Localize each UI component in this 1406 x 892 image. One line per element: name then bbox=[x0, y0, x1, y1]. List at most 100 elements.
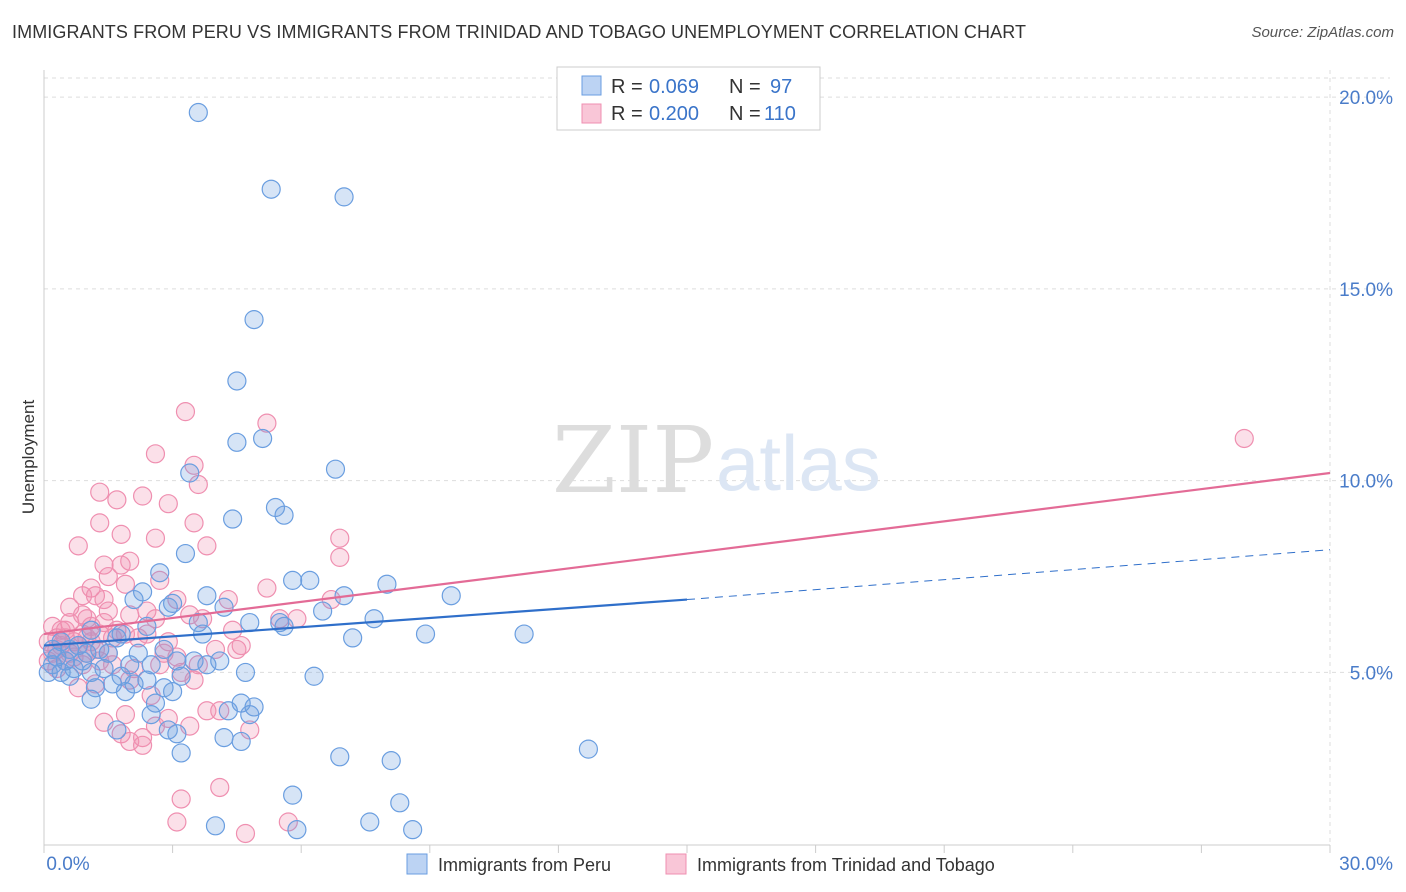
point-peru bbox=[137, 670, 157, 690]
point-peru bbox=[167, 651, 187, 671]
point-peru bbox=[128, 643, 148, 663]
legend-r-label-tt: R = bbox=[611, 103, 643, 125]
point-trinidad-tobago bbox=[330, 547, 350, 567]
bottom-legend: Immigrants from Peru Immigrants from Tri… bbox=[406, 853, 995, 875]
point-peru bbox=[403, 820, 423, 840]
point-peru bbox=[214, 597, 234, 617]
point-peru bbox=[235, 662, 256, 683]
point-peru bbox=[334, 187, 354, 207]
point-peru bbox=[223, 509, 243, 529]
point-peru bbox=[261, 179, 281, 199]
point-peru bbox=[218, 701, 238, 721]
point-trinidad-tobago bbox=[1234, 428, 1254, 449]
point-trinidad-tobago bbox=[98, 601, 118, 621]
legend-n-value-peru: 97 bbox=[770, 76, 792, 98]
point-peru bbox=[390, 793, 410, 813]
point-peru bbox=[313, 601, 333, 621]
point-peru bbox=[124, 589, 144, 610]
point-trinidad-tobago bbox=[115, 574, 136, 594]
point-trinidad-tobago bbox=[171, 789, 191, 809]
point-peru bbox=[578, 739, 599, 759]
point-trinidad-tobago bbox=[94, 555, 114, 575]
point-peru bbox=[330, 747, 350, 767]
point-trinidad-tobago bbox=[132, 486, 153, 506]
point-peru bbox=[227, 371, 247, 391]
watermark: ZIP atlas bbox=[552, 407, 881, 514]
y-tick-labels: 5.0% 10.0% 15.0% 20.0% bbox=[1339, 88, 1393, 684]
point-trinidad-tobago bbox=[235, 823, 256, 844]
point-peru bbox=[85, 678, 106, 698]
point-peru bbox=[227, 432, 247, 452]
point-peru bbox=[107, 628, 127, 648]
point-peru bbox=[287, 820, 307, 840]
point-trinidad-tobago bbox=[210, 777, 230, 798]
chart-title: IMMIGRANTS FROM PERU VS IMMIGRANTS FROM … bbox=[12, 22, 1027, 42]
legend-swatch-peru bbox=[581, 75, 602, 96]
legend-n-label-peru: N = bbox=[729, 76, 761, 98]
chart-source: Source: ZipAtlas.com bbox=[1251, 24, 1394, 41]
point-trinidad-tobago bbox=[107, 490, 127, 510]
point-peru bbox=[141, 705, 161, 725]
x-tick-label-max: 30.0% bbox=[1339, 854, 1393, 875]
point-trinidad-tobago bbox=[158, 494, 178, 514]
legend-r-value-tt: 0.200 bbox=[649, 103, 699, 125]
watermark-atlas: atlas bbox=[716, 419, 881, 507]
legend-n-value-tt: 110 bbox=[764, 103, 796, 125]
point-trinidad-tobago bbox=[145, 444, 166, 464]
point-peru bbox=[154, 639, 174, 660]
point-trinidad-tobago bbox=[330, 528, 350, 548]
point-peru bbox=[175, 543, 196, 564]
legend-r-label-peru: R = bbox=[611, 76, 643, 98]
point-peru bbox=[171, 666, 191, 686]
point-peru bbox=[244, 310, 264, 330]
point-peru bbox=[240, 705, 260, 725]
point-trinidad-tobago bbox=[167, 812, 187, 832]
point-peru bbox=[274, 505, 294, 525]
trend-line-peru bbox=[43, 598, 688, 647]
point-trinidad-tobago bbox=[111, 555, 131, 575]
point-trinidad-tobago bbox=[145, 716, 166, 736]
y-axis-label: Unemployment bbox=[19, 400, 38, 515]
bottom-legend-label-tt: Immigrants from Trinidad and Tobago bbox=[697, 855, 995, 875]
point-trinidad-tobago bbox=[197, 536, 217, 556]
legend-swatch-tt bbox=[581, 103, 602, 124]
point-trinidad-tobago bbox=[184, 513, 204, 533]
point-trinidad-tobago bbox=[150, 570, 170, 590]
point-trinidad-tobago bbox=[94, 589, 114, 610]
point-peru bbox=[381, 751, 401, 771]
point-trinidad-tobago bbox=[115, 705, 136, 725]
point-trinidad-tobago bbox=[132, 728, 153, 748]
point-peru bbox=[141, 655, 161, 675]
point-trinidad-tobago bbox=[175, 402, 196, 422]
point-trinidad-tobago bbox=[227, 639, 247, 660]
trend-line-trinidad-tobago bbox=[43, 471, 1331, 636]
point-peru bbox=[197, 586, 217, 606]
point-trinidad-tobago bbox=[205, 639, 226, 660]
y-tick-label: 15.0% bbox=[1339, 280, 1393, 301]
point-trinidad-tobago bbox=[111, 524, 131, 544]
point-peru bbox=[81, 662, 101, 683]
point-peru bbox=[94, 658, 114, 679]
point-peru bbox=[145, 693, 166, 713]
point-peru bbox=[188, 102, 208, 123]
point-peru bbox=[150, 563, 170, 583]
point-peru bbox=[514, 624, 534, 644]
point-peru bbox=[240, 612, 260, 633]
point-peru bbox=[415, 624, 436, 644]
point-peru bbox=[377, 574, 397, 594]
point-peru bbox=[197, 655, 217, 675]
point-peru bbox=[283, 785, 303, 805]
watermark-zip: ZIP bbox=[552, 407, 714, 514]
point-trinidad-tobago bbox=[132, 735, 153, 755]
trend-lines bbox=[43, 471, 1331, 647]
point-peru bbox=[283, 570, 303, 590]
point-peru bbox=[184, 651, 204, 671]
bottom-legend-swatch-tt bbox=[665, 853, 687, 875]
point-peru bbox=[274, 616, 294, 637]
legend-n-label-tt: N = bbox=[729, 103, 761, 125]
point-trinidad-tobago bbox=[223, 620, 243, 640]
point-trinidad-tobago bbox=[145, 528, 166, 548]
point-peru bbox=[158, 597, 178, 617]
point-peru bbox=[180, 463, 200, 483]
